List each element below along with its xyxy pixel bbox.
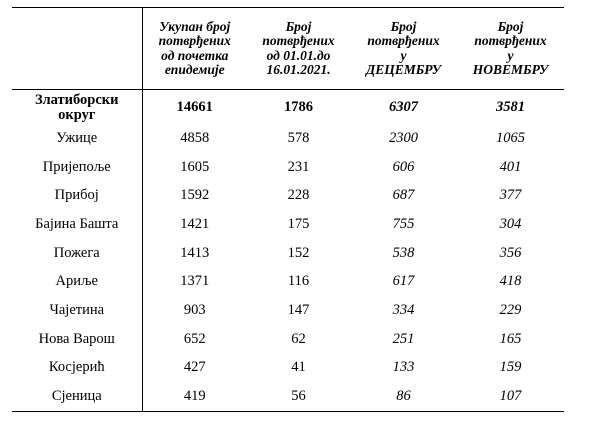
total-jan-1-16: 1786	[284, 98, 313, 115]
cell-jan-1-16: 62	[291, 330, 306, 347]
cell-region: Бајина Башта	[12, 210, 143, 239]
cell-since-start: 1605	[180, 158, 210, 175]
table-row: Косјерић 427 41 133 159	[12, 353, 564, 383]
cell-jan-1-16: 147	[287, 301, 310, 318]
cell-december: 2300	[389, 129, 418, 146]
cell-since-start: 1413	[180, 244, 210, 261]
cell-region: Ужице	[12, 124, 143, 153]
cell-region: Чајетина	[12, 296, 143, 325]
table-row: Ариље 1371 116 617 418	[12, 267, 564, 297]
header-december: Број потврђених у ДЕЦЕМБРУ	[350, 7, 457, 90]
table-row: Пожега 1413 152 538 356	[12, 238, 564, 268]
total-november: 3581	[496, 98, 525, 115]
cell-december: 334	[392, 301, 415, 318]
header-row: Укупан број потврђених од почетка епидем…	[12, 7, 564, 90]
cell-jan-1-16: 56	[291, 388, 306, 405]
cell-november: 229	[499, 301, 522, 318]
table-row: Пријепоље 1605 231 606 401	[12, 152, 564, 182]
cell-november: 377	[499, 187, 522, 204]
cell-region: Прибој	[12, 181, 143, 211]
header-region	[12, 7, 143, 90]
cell-december: 86	[396, 388, 411, 405]
cell-november: 1065	[496, 129, 525, 146]
cell-region: Пријепоље	[12, 152, 143, 182]
total-since-start: 14661	[176, 98, 213, 115]
cell-since-start: 903	[183, 301, 206, 318]
table-row: Нова Варош 652 62 251 165	[12, 324, 564, 354]
cell-december: 538	[392, 244, 415, 261]
cell-region: Косјерић	[12, 353, 143, 383]
cell-jan-1-16: 116	[287, 273, 310, 290]
cell-since-start: 419	[183, 388, 206, 405]
table-row: Сјеница 419 56 86 107	[12, 382, 564, 412]
cell-since-start: 4858	[180, 129, 210, 146]
header-november: Број потврђених у НОВЕМБРУ	[457, 7, 564, 90]
table-row: Бајина Башта 1421 175 755 304	[12, 210, 564, 239]
cell-november: 356	[499, 244, 522, 261]
cell-november: 107	[499, 388, 522, 405]
table-row: Чајетина 903 147 334 229	[12, 296, 564, 325]
table-row: Ужице 4858 578 2300 1065	[12, 124, 564, 153]
cell-region: Сјеница	[12, 382, 143, 412]
total-december: 6307	[389, 98, 418, 115]
cell-december: 606	[392, 158, 415, 175]
cell-jan-1-16: 228	[287, 187, 310, 204]
header-since-start: Укупан број потврђених од почетка епидем…	[142, 7, 247, 90]
cell-december: 133	[392, 359, 415, 376]
cell-since-start: 427	[183, 359, 206, 376]
cell-since-start: 1371	[180, 273, 210, 290]
cell-december: 617	[392, 273, 415, 290]
header-jan-1-16: Број потврђених од 01.01.до 16.01.2021.	[247, 7, 350, 90]
cell-since-start: 1421	[180, 215, 210, 232]
cell-jan-1-16: 175	[287, 215, 310, 232]
covid-cases-table: Укупан број потврђених од почетка епидем…	[12, 7, 564, 412]
cell-jan-1-16: 152	[287, 244, 310, 261]
total-row: Златиборски округ 14661 1786 6307 3581	[12, 89, 564, 124]
cell-december: 755	[392, 215, 415, 232]
cell-november: 159	[499, 359, 522, 376]
cell-region: Пожега	[12, 238, 143, 268]
cell-december: 251	[392, 330, 415, 347]
cell-region: Нова Варош	[12, 324, 143, 354]
cell-jan-1-16: 578	[287, 129, 310, 146]
cell-jan-1-16: 41	[291, 359, 306, 376]
total-region: Златиборски округ	[12, 89, 143, 124]
cell-jan-1-16: 231	[287, 158, 310, 175]
cell-november: 418	[499, 273, 522, 290]
cell-november: 304	[499, 215, 522, 232]
cell-since-start: 1592	[180, 187, 210, 204]
cell-november: 165	[499, 330, 522, 347]
cell-november: 401	[499, 158, 522, 175]
table-row: Прибој 1592 228 687 377	[12, 181, 564, 211]
cell-december: 687	[392, 187, 415, 204]
cell-region: Ариље	[12, 267, 143, 297]
cell-since-start: 652	[183, 330, 206, 347]
